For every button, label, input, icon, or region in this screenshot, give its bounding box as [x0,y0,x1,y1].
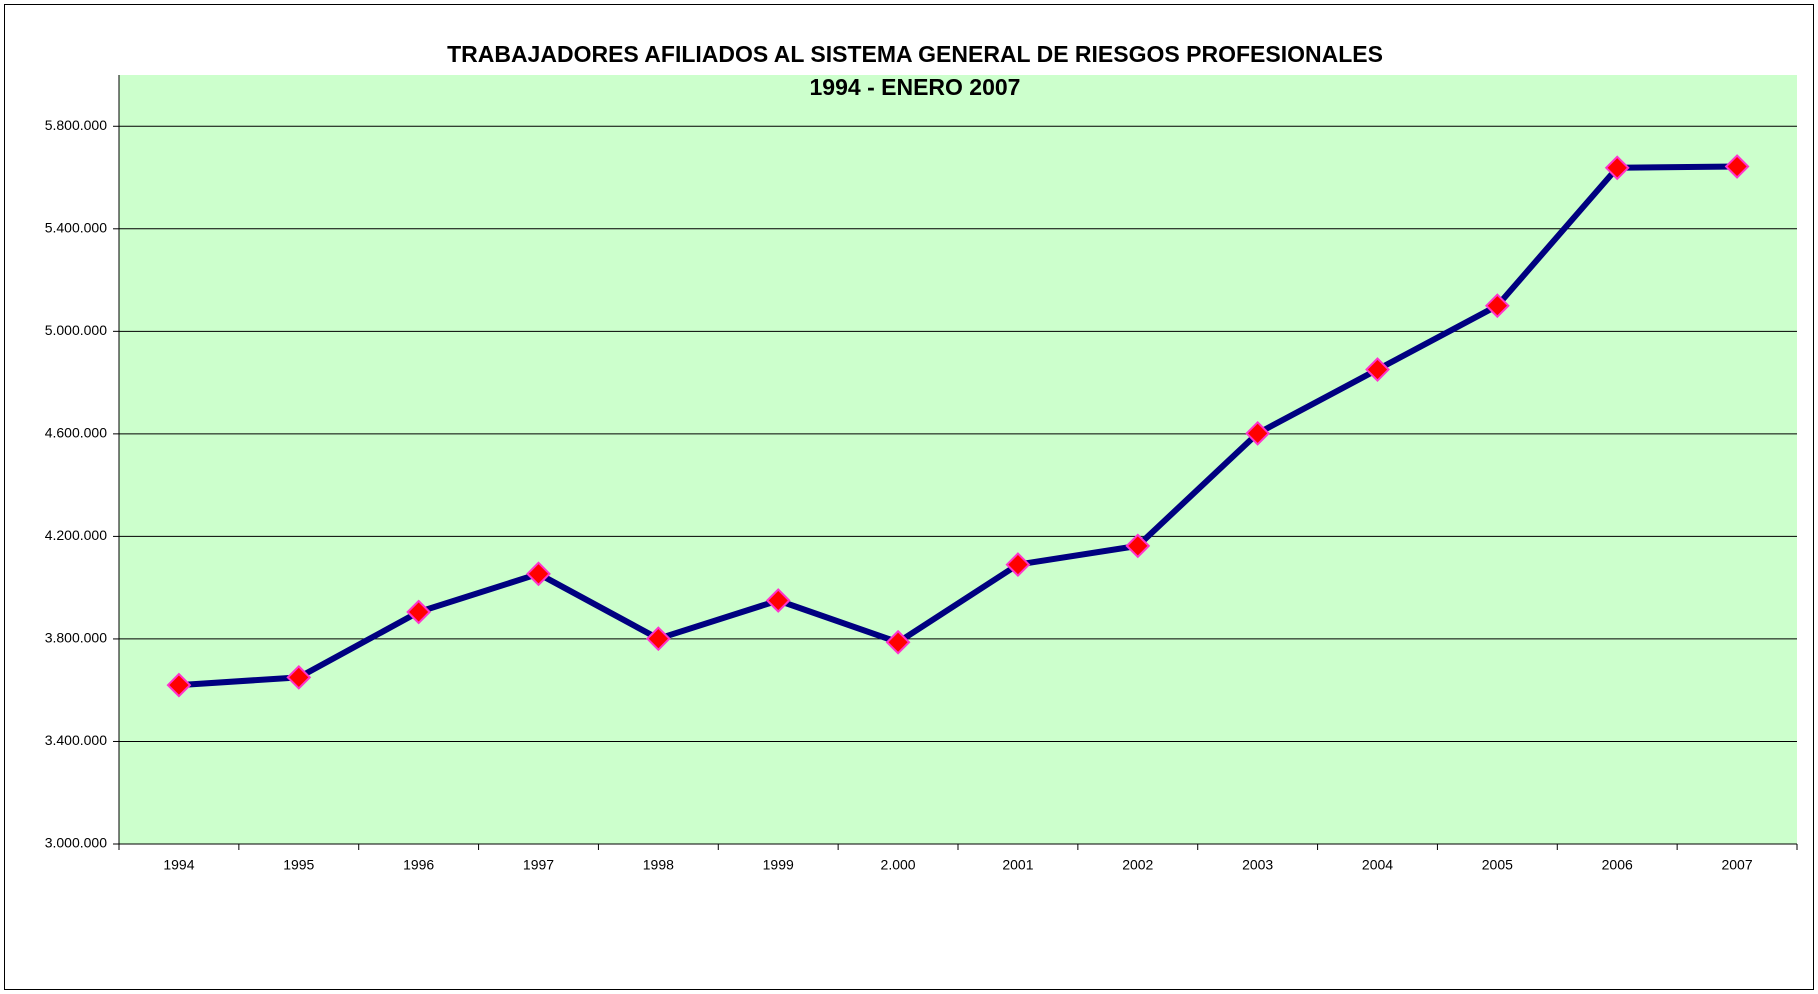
marker [1365,357,1390,382]
marker [1245,420,1271,446]
y-tick-label: 5.400.000 [45,220,107,236]
y-tick-label: 3.800.000 [45,630,107,646]
x-tick-label: 1998 [643,857,674,873]
line-series [178,163,1738,689]
y-tick-label: 3.400.000 [45,732,107,748]
x-tick-label: 2002 [1122,857,1153,873]
x-tick-label: 2001 [1002,857,1033,873]
x-tick-label: 2006 [1602,857,1633,873]
x-tick-label: 1996 [403,857,434,873]
y-tick-label: 5.000.000 [45,322,107,338]
x-tick-label: 2004 [1362,857,1393,873]
x-tick-label: 2007 [1721,857,1752,873]
marker [765,588,791,613]
x-tick-label: 1995 [283,857,314,873]
marker [1005,552,1031,578]
marker [885,629,911,655]
x-tick-label: 1999 [763,857,794,873]
marker [1604,155,1630,181]
marker [1125,533,1151,559]
x-tick-label: 1997 [523,857,554,873]
marker [645,626,671,652]
marker [1484,293,1510,319]
y-tick-label: 3.000.000 [45,835,107,851]
marker [166,672,192,698]
x-tick-label: 2.000 [881,857,916,873]
y-tick-label: 4.600.000 [45,425,107,441]
marker [1724,154,1750,179]
marker [406,599,432,625]
chart-title: TRABAJADORES AFILIADOS AL SISTEMA GENERA… [447,41,1383,67]
marker [526,561,551,587]
y-tick-label: 5.800.000 [45,117,107,133]
x-tick-label: 2003 [1242,857,1273,873]
x-tick-label: 1994 [163,857,194,873]
chart-subtitle: 1994 - ENERO 2007 [810,74,1021,100]
y-tick-label: 4.200.000 [45,527,107,543]
plot-area [119,75,1797,844]
x-tick-label: 2005 [1482,857,1513,873]
marker [286,664,312,690]
